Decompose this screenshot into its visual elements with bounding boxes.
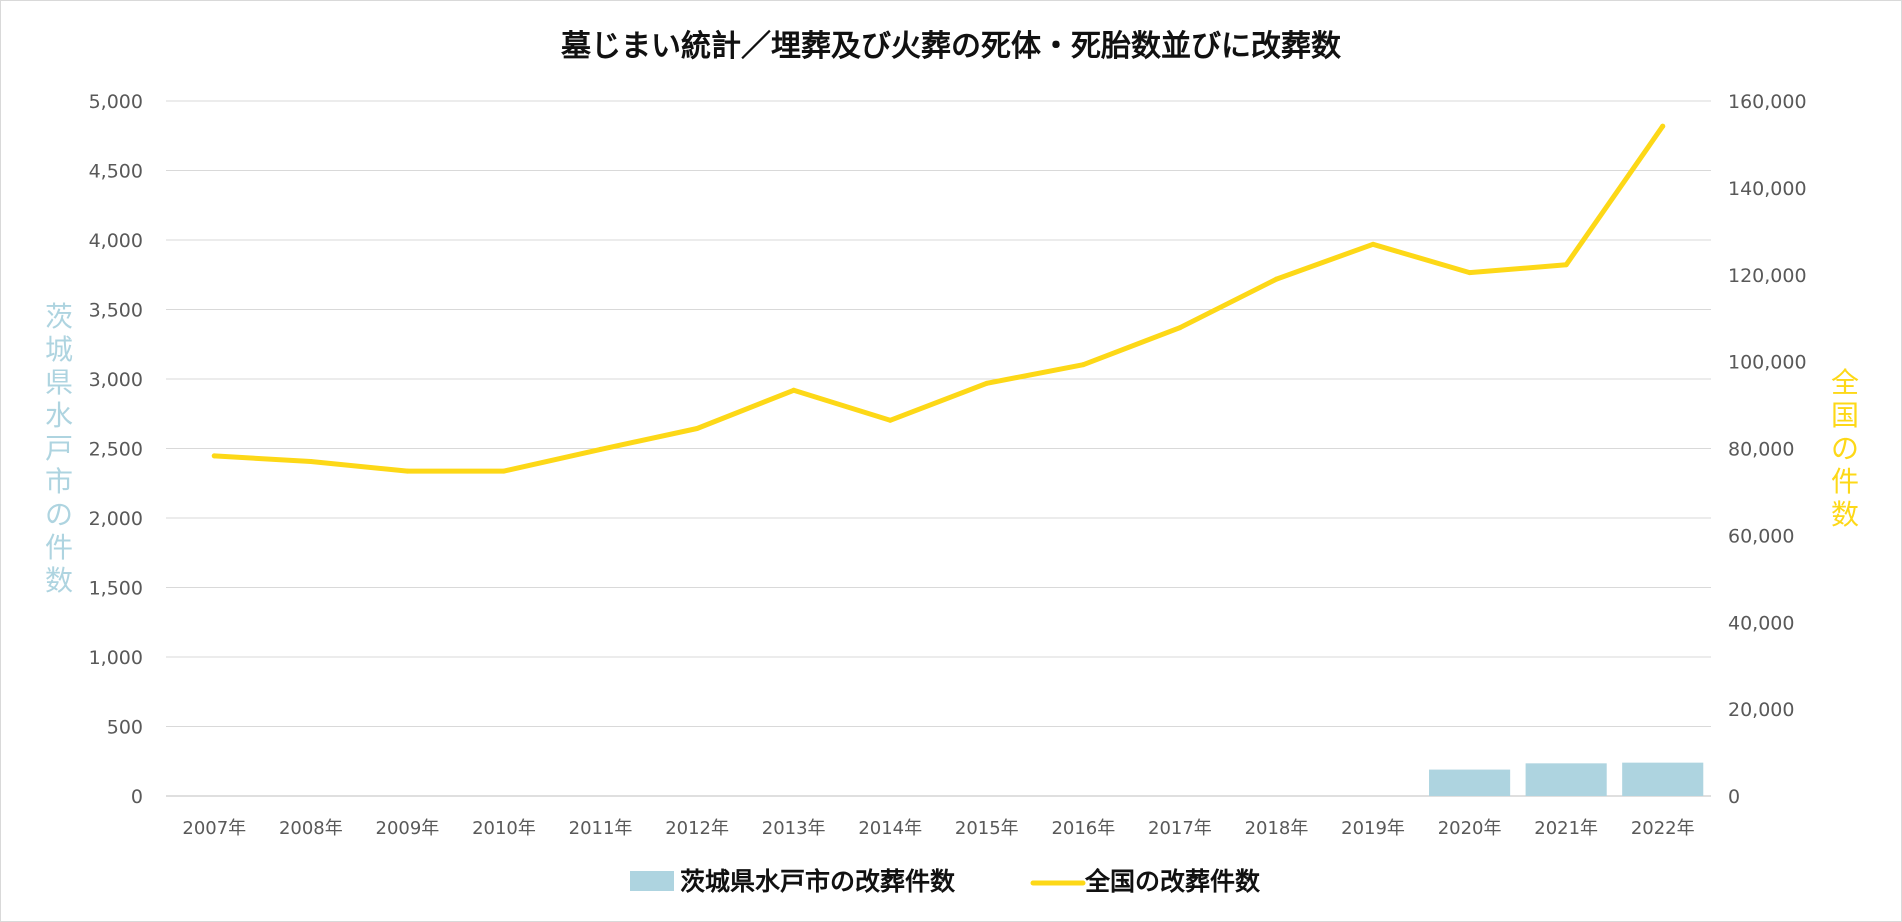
right-axis-label: 全国の件数	[1831, 366, 1859, 531]
category-label: 2007年	[182, 818, 246, 839]
right-tick-label: 40,000	[1728, 612, 1794, 634]
line-point	[211, 453, 217, 459]
category-label: 2021年	[1534, 818, 1598, 839]
line-point	[887, 417, 893, 423]
category-label: 2014年	[858, 818, 922, 839]
left-tick-label: 1,500	[89, 578, 143, 600]
category-label: 2012年	[665, 818, 729, 839]
line-point	[1273, 276, 1279, 282]
category-label: 2019年	[1341, 818, 1405, 839]
left-axis-label: 茨城県水戸市の件数	[45, 300, 73, 597]
right-tick-label: 120,000	[1728, 265, 1807, 287]
legend-line-label: 全国の改葬件数	[1084, 867, 1261, 896]
left-tick-label: 500	[107, 717, 143, 739]
right-tick-label: 140,000	[1728, 178, 1807, 200]
line-point	[404, 468, 410, 474]
line-point	[598, 446, 604, 452]
left-tick-label: 3,500	[89, 300, 143, 322]
line-point	[1660, 123, 1666, 129]
left-tick-label: 0	[131, 786, 143, 808]
category-label: 2010年	[472, 818, 536, 839]
chart-title: 墓じまい統計／埋葬及び火葬の死体・死胎数並びに改葬数	[560, 29, 1342, 64]
right-tick-label: 60,000	[1728, 525, 1794, 547]
category-label: 2011年	[569, 818, 633, 839]
bar	[1429, 769, 1511, 796]
line-point	[694, 426, 700, 432]
right-tick-label: 20,000	[1728, 699, 1794, 721]
category-label: 2008年	[279, 818, 343, 839]
right-tick-label: 100,000	[1728, 352, 1807, 374]
line-point	[1177, 325, 1183, 331]
category-label: 2017年	[1148, 818, 1212, 839]
bar-series	[1429, 762, 1704, 796]
line-point	[308, 459, 314, 465]
line-point	[501, 468, 507, 474]
category-label: 2009年	[376, 818, 440, 839]
right-tick-label: 160,000	[1728, 91, 1807, 113]
category-label: 2020年	[1438, 818, 1502, 839]
line-point	[791, 387, 797, 393]
category-label: 2013年	[762, 818, 826, 839]
line-point	[1370, 241, 1376, 247]
line-point	[1563, 262, 1569, 268]
bar	[1622, 762, 1704, 796]
bar	[1525, 763, 1607, 796]
series-line	[211, 123, 1666, 474]
right-axis-ticks: 0 20,000 40,000 60,000 80,000 100,000 120,000 1…	[1728, 91, 1807, 808]
gridlines	[166, 100, 1711, 797]
legend-bar-swatch	[630, 871, 674, 891]
category-label: 2022年	[1631, 818, 1695, 839]
category-labels: 2007年 2008年 2009年 2010年 2011年 2012年 2013年 2014年…	[182, 818, 1694, 839]
left-tick-label: 1,000	[89, 647, 143, 669]
left-tick-label: 3,000	[89, 369, 143, 391]
left-tick-label: 5,000	[89, 91, 143, 113]
category-label: 2016年	[1051, 818, 1115, 839]
left-axis-ticks: 0 500 1,000 1,500 2,000 2,500 3,000 3,500 4,000 4…	[89, 91, 143, 808]
category-label: 2015年	[955, 818, 1019, 839]
left-tick-label: 2,000	[89, 508, 143, 530]
line-point	[1467, 270, 1473, 276]
left-tick-label: 4,500	[89, 161, 143, 183]
right-tick-label: 0	[1728, 786, 1740, 808]
line-point	[984, 380, 990, 386]
legend: 茨城県水戸市の改葬件数 全国の改葬件数	[630, 867, 1261, 896]
line-series	[211, 123, 1666, 474]
line-point	[1080, 362, 1086, 368]
left-tick-label: 4,000	[89, 230, 143, 252]
category-label: 2018年	[1245, 818, 1309, 839]
legend-bar-label: 茨城県水戸市の改葬件数	[680, 867, 956, 896]
right-tick-label: 80,000	[1728, 439, 1794, 461]
left-tick-label: 2,500	[89, 439, 143, 461]
